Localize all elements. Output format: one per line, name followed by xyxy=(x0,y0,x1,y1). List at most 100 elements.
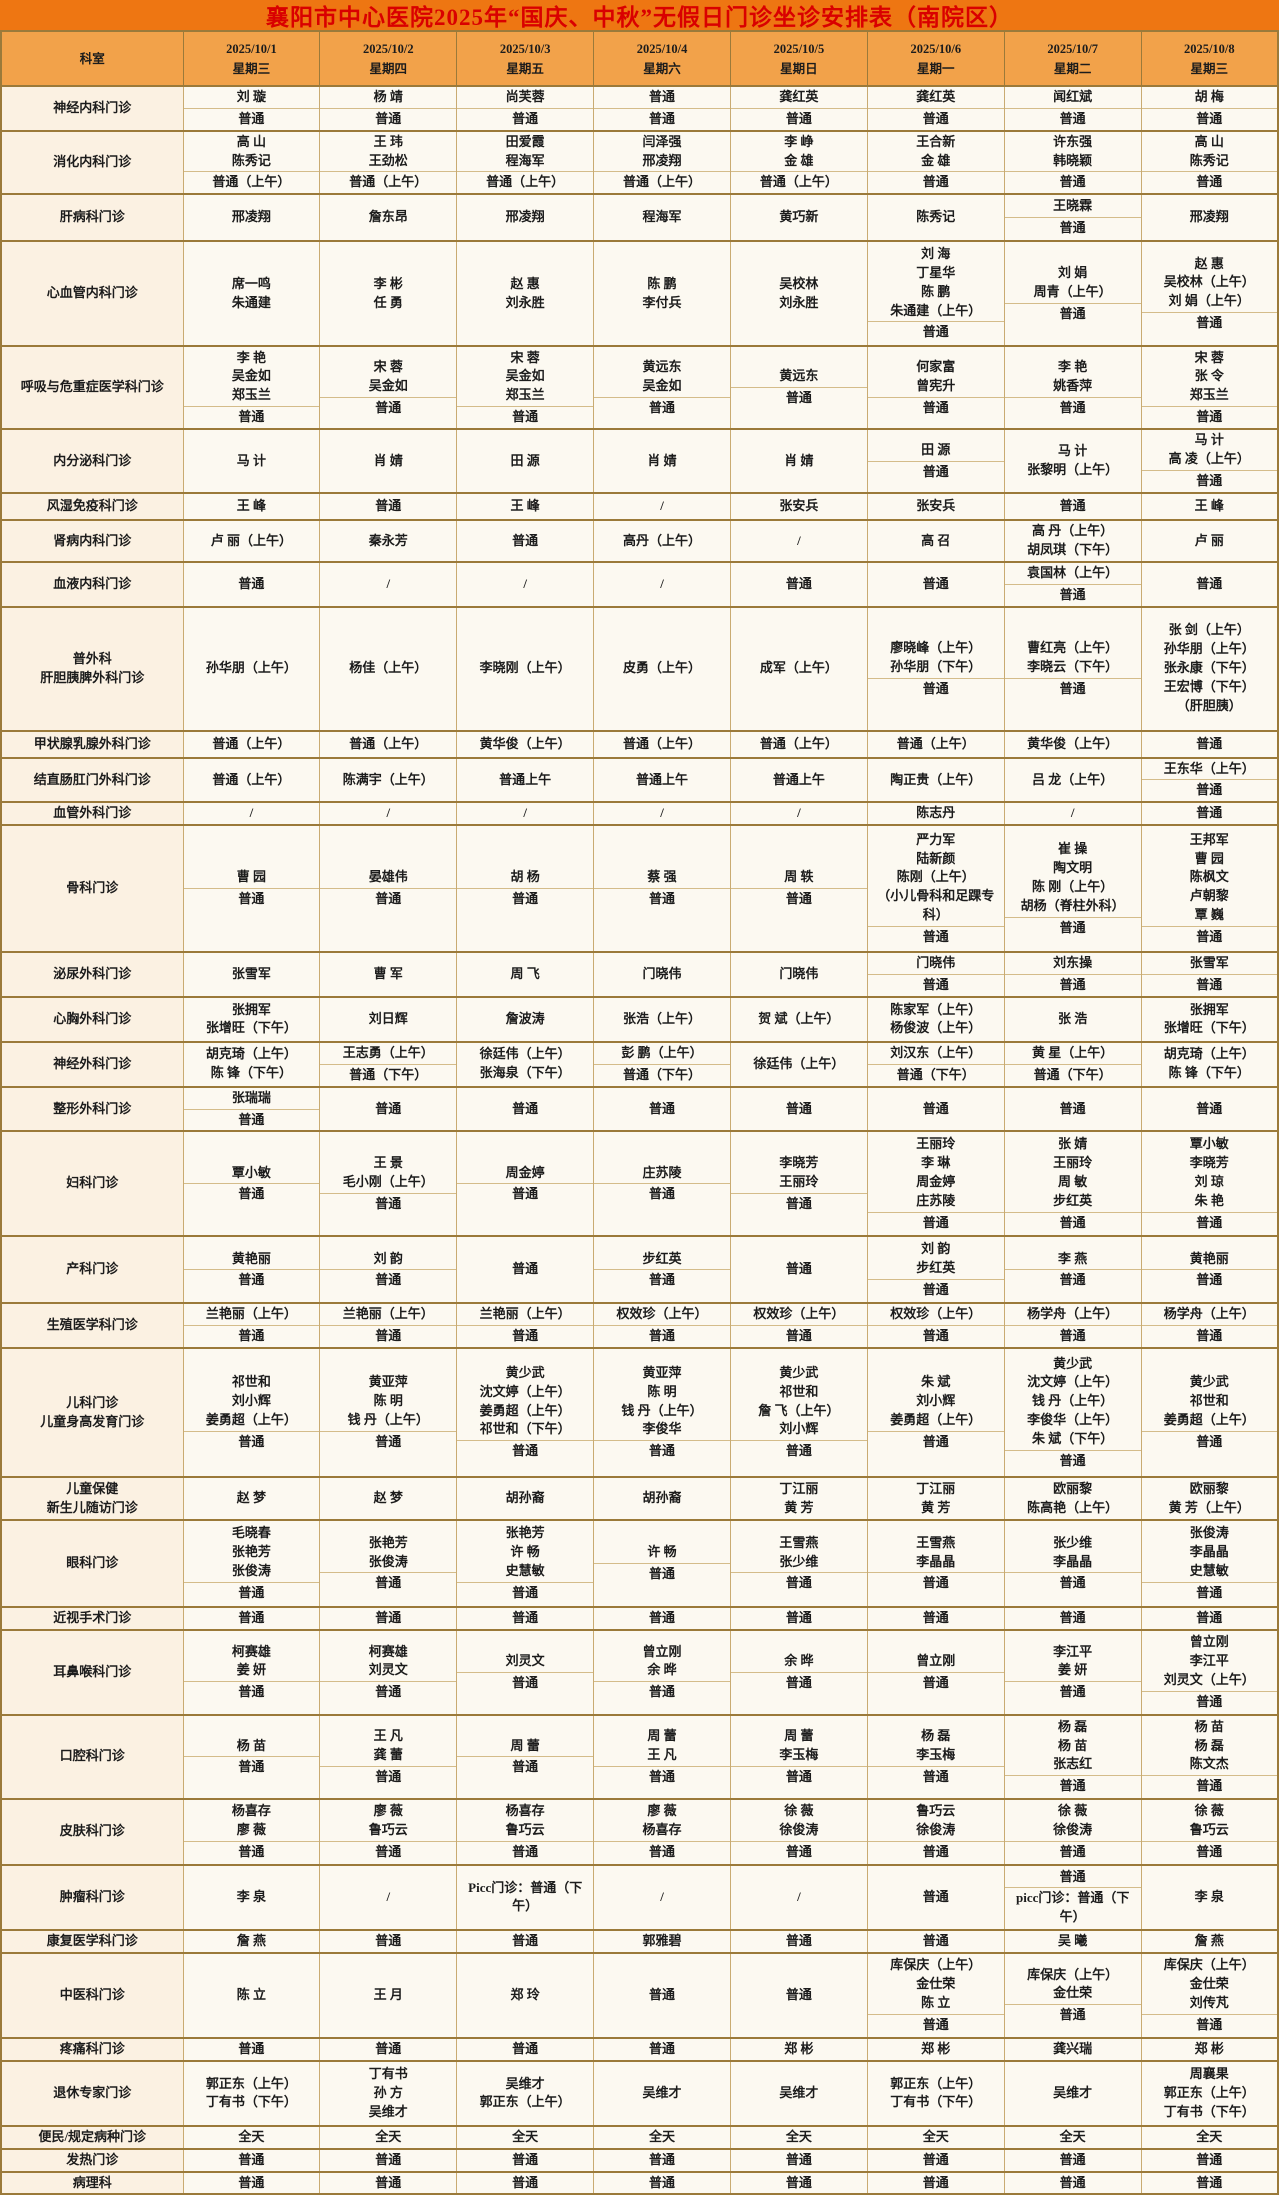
doctor-line: 李江平 xyxy=(1189,1653,1229,1669)
doctor-line: 陈 明 xyxy=(647,1383,677,1399)
schedule-cell: 普通 xyxy=(456,2171,595,2195)
cell-segment: 普通 xyxy=(594,1563,730,1585)
cell-content: 晏雄伟 普通 xyxy=(320,867,457,910)
doctor-line: 普通 xyxy=(238,1610,265,1626)
cell-content: 普通 xyxy=(457,1931,593,1952)
department-label: 生殖医学科门诊 xyxy=(46,1317,138,1333)
cell-content: 普通 xyxy=(731,1608,867,1629)
doctor-line: 陈秀记 xyxy=(916,209,956,225)
cell-segment: 王丽玲李 琳周金婷 庄苏陵 xyxy=(868,1134,1004,1211)
schedule-cell: 杨 磊李玉梅 普通 xyxy=(866,1714,1005,1800)
cell-content: 库保庆（上午） 金仕荣陈 立普通 xyxy=(867,1955,1004,2035)
cell-segment: 普通 xyxy=(867,1572,1004,1594)
doctor-line: 普通 xyxy=(238,1272,265,1288)
doctor-line: 张志红 xyxy=(1053,1756,1093,1772)
cell-content: 普通 xyxy=(1005,496,1141,517)
cell-content: 王雪燕 李晶晶 普通 xyxy=(867,1533,1004,1595)
cell-content: 杨喜存 鲁巧云 普通 xyxy=(457,1801,594,1863)
doctor-line: 鲁巧云 xyxy=(505,1821,545,1837)
cell-content: 胡孙裔 xyxy=(594,1488,730,1509)
cell-segment: 普通 xyxy=(594,1440,730,1462)
schedule-cell: 普通 xyxy=(593,2148,731,2173)
doctor-line: 张海泉（下午） xyxy=(479,1065,571,1081)
doctor-line: / xyxy=(523,575,527,591)
doctor-line: 沈文婷（上午） xyxy=(479,1383,571,1399)
cell-content: 张雪军 普通 xyxy=(1141,953,1277,996)
doctor-line: 王合新 xyxy=(916,133,956,149)
cell-content: 杨 苗普通 xyxy=(183,1736,320,1779)
cell-segment: 普通 xyxy=(1004,1269,1141,1291)
doctor-line: 普通 xyxy=(785,2174,812,2190)
cell-segment: 郭正东（上午） 丁有书（下午） xyxy=(868,2074,1004,2114)
doctor-line: 史慧敏 xyxy=(1189,1563,1229,1579)
cell-content: 张俊涛 李晶晶 史慧敏 普通 xyxy=(1141,1523,1277,1603)
schedule-cell: 王东华（上午） 普通 xyxy=(1140,757,1279,803)
doctor-line: 普通 xyxy=(1196,1328,1223,1344)
doctor-line: 张 令 xyxy=(1194,368,1224,384)
cell-content: 高 山陈秀记 普通 xyxy=(1141,132,1277,194)
doctor-line: 丁星华 xyxy=(916,264,956,280)
department-label: 血液内科门诊 xyxy=(53,575,132,591)
cell-segment: 库保庆（上午） 金仕荣 xyxy=(1005,1965,1141,2005)
doctor-line: 普通 xyxy=(1196,928,1223,944)
doctor-line: 普通 xyxy=(785,1768,812,1784)
schedule-table: 科室 2025/10/1 星期三 2025/10/2 星期四 2025/10/3 星期五 20… xyxy=(0,30,1279,2195)
schedule-cell: / xyxy=(1003,801,1142,826)
cell-segment: 王 凡龚 蕾 xyxy=(320,1726,456,1766)
cell-segment: 普通 xyxy=(1141,1430,1277,1453)
schedule-cell: 普通 xyxy=(182,2148,321,2173)
cell-segment: 陈志丹 xyxy=(868,803,1004,824)
schedule-cell: 吴维才 xyxy=(593,2060,731,2127)
cell-content: 普通 xyxy=(320,496,456,517)
table-row: 发热门诊 普通 普通 普通 普通 普通 普通 普通 普通 xyxy=(0,2148,1279,2173)
doctor-line: 肖 婧 xyxy=(784,452,814,468)
schedule-cell: 全天 xyxy=(866,2125,1005,2150)
cell-content: 高 丹（上午） 胡凤琪（下午） xyxy=(1005,521,1141,561)
doctor-line: 刘 娟（上午） xyxy=(1168,293,1250,309)
doctor-line: 陈 鹏 xyxy=(921,283,951,299)
doctor-line: 席一鸣 xyxy=(231,275,271,291)
doctor-line: 普通 xyxy=(785,891,812,907)
cell-segment: 普通 xyxy=(457,1608,593,1629)
table-row: 泌尿外科门诊 张雪军曹 军周 飞门晓伟 门晓伟 门晓伟 普通 刘东操 普通 张雪军 普通 xyxy=(0,951,1279,998)
schedule-cell: 全天 xyxy=(593,2125,731,2150)
cell-segment: 普通 xyxy=(457,1099,593,1120)
doctor-line: 普通 xyxy=(922,1610,949,1626)
cell-segment: 胡克琦（上午）陈 锋（下午） xyxy=(184,1044,320,1084)
doctor-line: 王邦军 xyxy=(1189,831,1229,847)
cell-content: 周 飞 xyxy=(457,964,593,985)
doctor-line: 王 景 xyxy=(373,1155,403,1171)
cell-segment: 兰艳丽（上午） xyxy=(457,1304,593,1325)
doctor-line: 李 琳 xyxy=(921,1155,951,1171)
doctor-line: / xyxy=(1070,805,1075,821)
cell-segment: 王晓霖 xyxy=(1005,196,1141,217)
cell-segment: 普通 xyxy=(868,1931,1004,1952)
doctor-line: 吕 龙（上午） xyxy=(1032,771,1114,787)
cell-segment: 张 婧王丽玲周 敏步红英 xyxy=(1005,1134,1141,1211)
cell-segment: 普通 xyxy=(868,2173,1004,2194)
doctor-line: 普通 xyxy=(649,1986,676,2002)
cell-content: 周金婷 普通 xyxy=(457,1163,594,1206)
doctor-line: 普通 xyxy=(1059,2174,1086,2190)
doctor-line: 权效珍（上午） xyxy=(890,1306,982,1322)
doctor-line: 胡孙裔 xyxy=(505,1490,545,1506)
doctor-line: 普通 xyxy=(238,1584,265,1600)
doctor-line: picc门诊：普通（下午） xyxy=(1015,1890,1130,1925)
schedule-cell: 龚兴瑞 xyxy=(1003,2037,1142,2062)
schedule-cell: 刘汉东（上午） 普通（下午） xyxy=(866,1041,1005,1088)
department-label: 肝病科门诊 xyxy=(59,209,125,225)
schedule-cell: / xyxy=(182,801,321,826)
cell-segment: 廖 薇杨喜存 xyxy=(594,1801,730,1841)
cell-content: 王 景毛小刚（上午） 普通 xyxy=(320,1153,457,1215)
department-cell: 退休专家门诊 xyxy=(0,2060,184,2127)
department-cell: 心胸外科门诊 xyxy=(0,996,184,1043)
cell-segment: 丁有书孙 方吴维才 xyxy=(320,2064,456,2123)
doctor-line: 胡克琦（上午） xyxy=(1163,1046,1255,1062)
doctor-line: 普通 xyxy=(649,89,676,104)
doctor-line: 李江平 xyxy=(1053,1643,1093,1659)
cell-segment: 普通 xyxy=(1141,470,1277,492)
doctor-line: 黄亚萍 xyxy=(368,1374,408,1390)
doctor-line: 普通 xyxy=(238,1111,265,1127)
doctor-line: 权效珍（上午） xyxy=(616,1306,708,1322)
cell-content: 吴维才 xyxy=(594,2083,730,2104)
